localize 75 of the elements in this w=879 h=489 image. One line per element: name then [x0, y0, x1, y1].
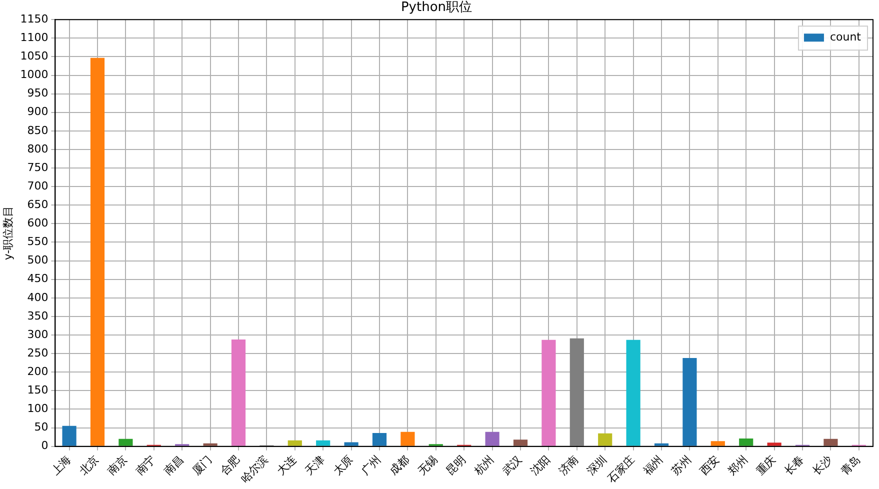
x-tick-label: 无锡 — [415, 452, 440, 478]
chart-title: Python职位 — [400, 0, 472, 16]
y-tick-label: 250 — [27, 346, 48, 360]
bar — [90, 58, 105, 446]
y-tick-label: 500 — [27, 254, 48, 267]
bar — [767, 442, 782, 446]
y-tick-label: 700 — [27, 179, 48, 192]
x-tick-label: 上海 — [48, 452, 74, 478]
bar — [824, 438, 838, 446]
bar — [344, 442, 358, 446]
x-tick-label: 西安 — [697, 452, 722, 478]
y-tick-label: 0 — [41, 439, 48, 452]
x-tick-label: 厦门 — [190, 452, 214, 478]
y-tick-label: 1000 — [20, 68, 48, 82]
y-tick-label: 650 — [27, 198, 48, 211]
y-tick-label: 550 — [27, 235, 48, 248]
y-tick-label: 1050 — [20, 50, 48, 63]
y-tick-label: 350 — [27, 309, 48, 322]
bar — [372, 432, 387, 446]
bar — [542, 340, 556, 446]
bar — [598, 433, 612, 446]
y-tick-label: 450 — [27, 272, 48, 286]
bar — [400, 432, 415, 446]
x-tick-label: 济南 — [556, 452, 582, 478]
bar — [203, 443, 218, 446]
bar — [570, 338, 584, 446]
y-tick-label: 750 — [27, 160, 48, 174]
y-tick-label: 900 — [27, 105, 48, 118]
x-tick-label: 南京 — [105, 452, 130, 478]
legend-label: count — [830, 30, 862, 44]
x-tick-label: 太原 — [330, 452, 356, 478]
bar — [654, 443, 669, 446]
y-tick-label: 400 — [27, 290, 48, 304]
x-tick-label: 昆明 — [443, 452, 468, 478]
y-tick-label: 300 — [27, 328, 48, 341]
bar — [316, 440, 330, 446]
x-tick-label: 合肥 — [218, 452, 243, 478]
bar — [62, 426, 76, 446]
x-tick-label: 广州 — [358, 452, 384, 478]
x-tick-label: 长沙 — [810, 452, 835, 478]
y-tick-label: 800 — [27, 142, 48, 156]
y-tick-label: 950 — [27, 86, 48, 100]
y-tick-label: 50 — [34, 420, 48, 434]
x-tick-label: 杭州 — [470, 452, 496, 478]
bar — [626, 340, 640, 446]
bar — [513, 440, 528, 446]
y-tick-label: 850 — [27, 124, 48, 137]
x-tick-label: 青岛 — [838, 452, 864, 478]
bar — [288, 440, 302, 446]
y-tick-label: 1150 — [20, 12, 48, 26]
x-tick-label: 天津 — [302, 452, 328, 478]
x-tick-label: 郑州 — [725, 452, 750, 478]
x-tick-label: 福州 — [640, 452, 666, 478]
y-tick-label: 1100 — [20, 31, 48, 44]
y-tick-label: 100 — [27, 402, 48, 416]
bar — [710, 441, 725, 446]
x-tick-label: 北京 — [76, 452, 102, 478]
x-tick-label: 重庆 — [754, 452, 778, 478]
y-axis-title: y-职位数目 — [1, 206, 14, 260]
x-tick-label: 成都 — [387, 452, 412, 478]
x-tick-label: 大连 — [274, 452, 300, 478]
x-tick-label: 南昌 — [161, 452, 186, 478]
x-tick-label: 苏州 — [669, 452, 694, 478]
y-tick-label: 600 — [27, 216, 48, 230]
bar — [118, 438, 133, 446]
x-tick-label: 武汉 — [500, 452, 525, 478]
bar — [485, 432, 500, 446]
bar — [682, 358, 697, 446]
bar — [231, 339, 246, 446]
y-tick-label: 150 — [27, 384, 48, 397]
bar — [739, 438, 754, 446]
y-tick-label: 200 — [27, 364, 48, 378]
x-tick-label: 沈阳 — [528, 452, 553, 478]
x-tick-label: 南宁 — [133, 452, 158, 478]
x-tick-label: 长春 — [782, 452, 807, 478]
